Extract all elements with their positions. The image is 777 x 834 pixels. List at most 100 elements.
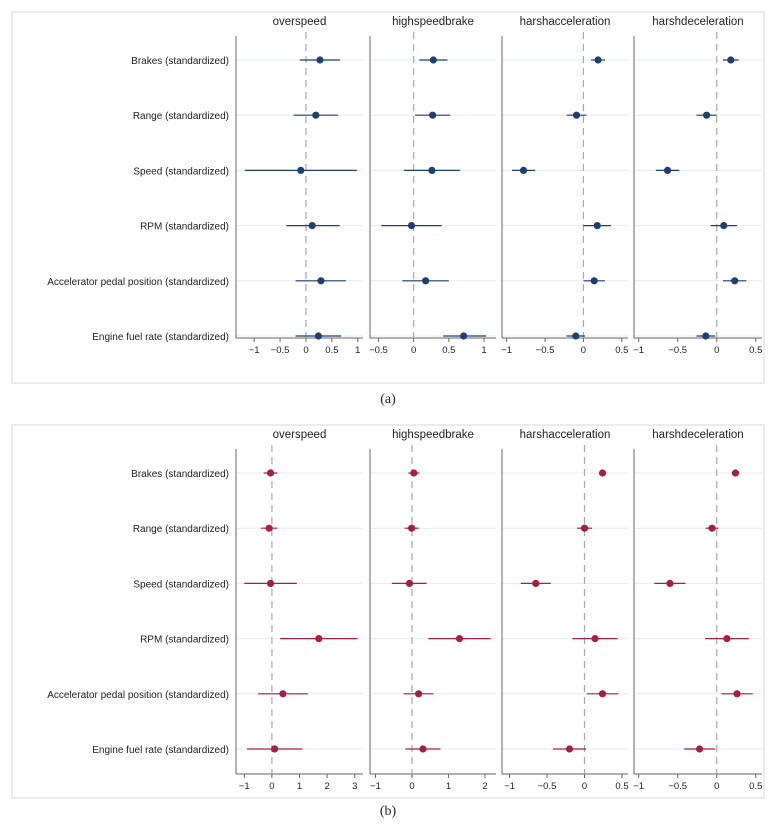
point-estimate — [419, 745, 427, 753]
point-estimate — [308, 222, 316, 230]
point-estimate — [460, 332, 468, 340]
point-estimate — [666, 579, 674, 588]
point-estimate — [266, 579, 275, 588]
point-estimate — [594, 56, 602, 64]
point-estimate — [414, 690, 423, 698]
point-estimate — [317, 277, 325, 285]
point-estimate — [598, 690, 607, 698]
category-label: Speed (standardized) — [133, 579, 229, 590]
x-tick-label: 0.5 — [325, 345, 338, 356]
chart-a: Brakes (standardized) Range (standardized… — [11, 11, 765, 407]
category-label: Accelerator pedal position (standardized… — [47, 690, 229, 701]
point-estimate — [731, 277, 739, 285]
x-tick-label: −1 — [249, 345, 260, 356]
x-tick-label: 0 — [411, 345, 416, 356]
point-estimate — [731, 469, 740, 477]
x-tick-label: 0 — [582, 781, 587, 792]
point-estimate — [316, 56, 324, 64]
category-label: Engine fuel rate (standardized) — [92, 332, 229, 343]
category-label: Brakes (standardized) — [131, 56, 229, 67]
x-tick-label: 1 — [481, 345, 486, 356]
x-tick-label: 0.5 — [615, 781, 628, 792]
point-estimate — [428, 166, 436, 174]
point-estimate — [572, 111, 581, 119]
x-tick-label: −1 — [370, 781, 381, 792]
panel-harshdeceleration: harshdeceleration −1 −0.5 0 0.5 — [633, 429, 762, 792]
category-label: Range (standardized) — [133, 111, 229, 122]
x-tick-label: −0.5 — [668, 781, 687, 792]
point-estimate — [598, 469, 607, 477]
point-estimate — [565, 745, 574, 753]
x-tick-label: −0.5 — [369, 345, 388, 356]
category-label: Brakes (standardized) — [131, 469, 229, 480]
point-estimate — [279, 690, 287, 698]
x-tick-label: −0.5 — [668, 345, 687, 356]
panel-title: harshacceleration — [520, 429, 611, 441]
category-label: Accelerator pedal position (standardized… — [47, 277, 229, 288]
point-estimate — [723, 635, 731, 643]
point-estimate — [702, 332, 710, 340]
point-estimate — [572, 332, 580, 340]
point-estimate — [590, 277, 598, 285]
category-label: Speed (standardized) — [133, 166, 229, 177]
point-estimate — [315, 635, 323, 643]
x-tick-label: 0.5 — [615, 345, 628, 356]
x-tick-label: 2 — [482, 781, 487, 792]
panel-highspeedbrake: highspeedbrake −0.5 0 0.5 1 — [369, 16, 496, 356]
point-estimate — [271, 745, 279, 753]
x-tick-label: 0.5 — [749, 781, 762, 792]
x-tick-label: −0.5 — [271, 345, 290, 356]
x-tick-label: 0.5 — [442, 345, 455, 356]
point-estimate — [405, 579, 414, 588]
point-estimate — [455, 635, 464, 643]
x-tick-label: 0 — [714, 781, 719, 792]
panel-title: highspeedbrake — [392, 16, 474, 28]
point-estimate — [429, 111, 437, 119]
figure-frame — [11, 11, 765, 384]
panel-title: highspeedbrake — [392, 429, 474, 441]
point-estimate — [297, 166, 305, 174]
x-tick-label: 0.5 — [749, 345, 762, 356]
panel-title: overspeed — [273, 429, 327, 441]
x-tick-label: 0 — [409, 781, 414, 792]
point-estimate — [532, 579, 540, 588]
point-estimate — [265, 524, 273, 532]
panel-overspeed: overspeed −1 0 1 2 3 — [235, 429, 363, 792]
point-estimate — [312, 111, 320, 119]
panel-harshacceleration: harshacceleration −1 −0.5 0 0.5 — [501, 16, 628, 356]
point-estimate — [708, 524, 716, 532]
point-estimate — [727, 56, 735, 64]
x-tick-label: −1 — [501, 345, 512, 356]
chart-b: Brakes (standardized) Range (standardized… — [11, 424, 765, 819]
panel-title: overspeed — [273, 16, 327, 28]
point-estimate — [410, 469, 418, 477]
x-tick-label: 0 — [269, 781, 274, 792]
point-estimate — [519, 166, 528, 174]
x-tick-label: 0 — [581, 345, 586, 356]
panel-title: harshdeceleration — [652, 429, 743, 441]
x-tick-label: −1 — [633, 781, 644, 792]
point-estimate — [266, 469, 275, 477]
x-tick-label: −0.5 — [538, 781, 557, 792]
point-estimate — [408, 524, 416, 532]
panel-harshacceleration: harshacceleration −1 −0.5 0 0.5 — [501, 429, 629, 792]
figure-frame — [11, 424, 765, 799]
x-tick-label: 0 — [303, 345, 308, 356]
category-label: RPM (standardized) — [140, 222, 229, 233]
panel-title: harshacceleration — [520, 16, 611, 28]
point-estimate — [591, 635, 599, 643]
point-estimate — [695, 745, 704, 753]
point-estimate — [663, 166, 672, 174]
point-estimate — [422, 277, 430, 285]
x-tick-label: 1 — [355, 345, 360, 356]
panel-overspeed: overspeed −1 −0.5 0 0.5 1 — [235, 16, 363, 356]
point-estimate — [733, 690, 741, 698]
point-estimate — [720, 222, 728, 230]
x-tick-label: 2 — [324, 781, 329, 792]
panel-harshdeceleration: harshdeceleration −1 −0.5 0 0.5 — [633, 16, 762, 356]
figure-caption: (b) — [380, 804, 397, 819]
x-tick-label: −1 — [633, 345, 644, 356]
point-estimate — [593, 222, 601, 230]
